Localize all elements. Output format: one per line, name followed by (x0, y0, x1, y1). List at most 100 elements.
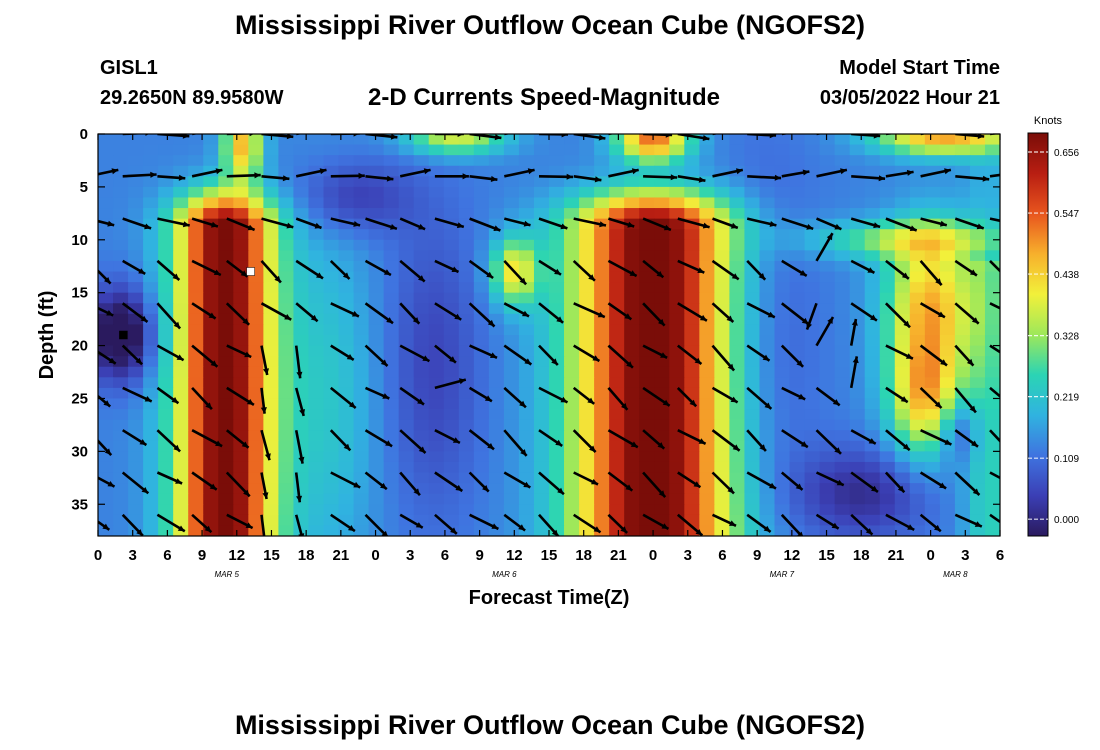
heatmap-cell (263, 155, 279, 167)
heatmap-cell (128, 461, 144, 474)
station-coordinates: 29.2650N 89.9580W (100, 87, 284, 109)
current-vector (643, 174, 678, 181)
heatmap-cell (98, 282, 114, 294)
current-vector (746, 471, 777, 490)
heatmap-cell (458, 144, 475, 156)
heatmap-cell (383, 525, 400, 536)
heatmap-cell (278, 472, 295, 484)
heatmap-cell (323, 271, 340, 283)
heatmap-cell (233, 366, 249, 378)
colorbar-tick-label: 0.000 (1054, 515, 1079, 526)
heatmap-cell (443, 271, 460, 283)
current-vector (608, 168, 639, 178)
current-vector (607, 471, 634, 492)
colorbar-tick-label: 0.328 (1054, 332, 1079, 343)
heatmap-cell (368, 504, 385, 516)
heatmap-cell (969, 377, 986, 389)
heatmap-cell (669, 525, 685, 536)
heatmap-cell (984, 504, 1000, 516)
heatmap-cell (609, 451, 625, 463)
heatmap-cell (218, 493, 234, 505)
heatmap-cell (834, 525, 851, 536)
heatmap-cell (654, 345, 670, 357)
current-vector (261, 175, 290, 182)
heatmap-cell (864, 324, 881, 336)
current-vector (573, 471, 599, 486)
heatmap-cell (218, 282, 234, 294)
current-vector (884, 471, 906, 494)
heatmap-cell (924, 176, 941, 188)
heatmap-cell (654, 483, 670, 495)
heatmap-cell (639, 345, 655, 357)
heatmap-cell (518, 208, 535, 220)
heatmap-cell (804, 483, 821, 495)
heatmap-cell (924, 218, 941, 230)
heatmap-cell (368, 197, 385, 209)
heatmap-cell (473, 377, 490, 389)
heatmap-cell (233, 155, 249, 167)
heatmap-cell (503, 282, 520, 294)
heatmap-cell (428, 345, 445, 357)
heatmap-cell (428, 292, 445, 304)
heatmap-cell (579, 440, 595, 452)
heatmap-cell (413, 504, 430, 516)
heatmap-cell (564, 186, 580, 199)
heatmap-cell (323, 525, 340, 536)
heatmap-cell (579, 292, 595, 304)
current-vector (885, 344, 914, 360)
heatmap-cell (714, 461, 730, 474)
heatmap-cell (699, 483, 715, 495)
heatmap-cell (428, 514, 445, 527)
heatmap-cell (473, 176, 490, 188)
heatmap-cell (654, 525, 670, 536)
heatmap-cell (984, 165, 1000, 177)
heatmap-cell (98, 197, 114, 209)
heatmap-cell (834, 186, 851, 199)
heatmap-cell (864, 260, 881, 273)
current-vector (885, 134, 895, 136)
heatmap-cell (879, 525, 896, 536)
heatmap-cell (924, 260, 941, 273)
current-vector (780, 471, 804, 491)
heatmap-cell (398, 292, 415, 304)
heatmap-cell (278, 419, 295, 431)
heatmap-cell (443, 282, 460, 294)
heatmap-cell (278, 303, 295, 315)
heatmap-cell (203, 514, 219, 527)
heatmap-cell (849, 419, 866, 431)
heatmap-cell (969, 144, 986, 156)
heatmap-cell (368, 324, 385, 336)
heatmap-cell (353, 483, 370, 495)
current-vector (434, 173, 469, 180)
heatmap-cell (684, 229, 700, 241)
heatmap-cell (684, 250, 700, 262)
heatmap-cell (443, 229, 460, 241)
heatmap-cell (954, 197, 971, 209)
heatmap-cell (353, 208, 370, 220)
heatmap-cell (849, 165, 866, 177)
heatmap-cell (594, 525, 610, 536)
heatmap-cell (909, 144, 926, 156)
heatmap-cell (669, 229, 685, 241)
heatmap-cell (368, 250, 385, 262)
heatmap-cell (549, 260, 565, 273)
heatmap-cell (849, 282, 866, 294)
x-tick-label: 12 (784, 547, 801, 564)
heatmap-cell (669, 303, 685, 315)
heatmap-cell (819, 356, 836, 368)
heatmap-cell (323, 155, 340, 167)
heatmap-cell (579, 514, 595, 527)
heatmap-cell (368, 176, 385, 188)
heatmap-cell (158, 303, 174, 315)
heatmap-cell (113, 239, 129, 251)
heatmap-cell (729, 239, 746, 251)
heatmap-cell (308, 229, 325, 241)
heatmap-cell (218, 155, 234, 167)
current-vector (538, 217, 568, 230)
heatmap-cell (639, 335, 655, 347)
heatmap-cell (624, 483, 640, 495)
heatmap-cell (188, 292, 204, 304)
heatmap-cell (549, 493, 565, 505)
heatmap-cell (834, 134, 851, 146)
heatmap-cell (353, 335, 370, 347)
